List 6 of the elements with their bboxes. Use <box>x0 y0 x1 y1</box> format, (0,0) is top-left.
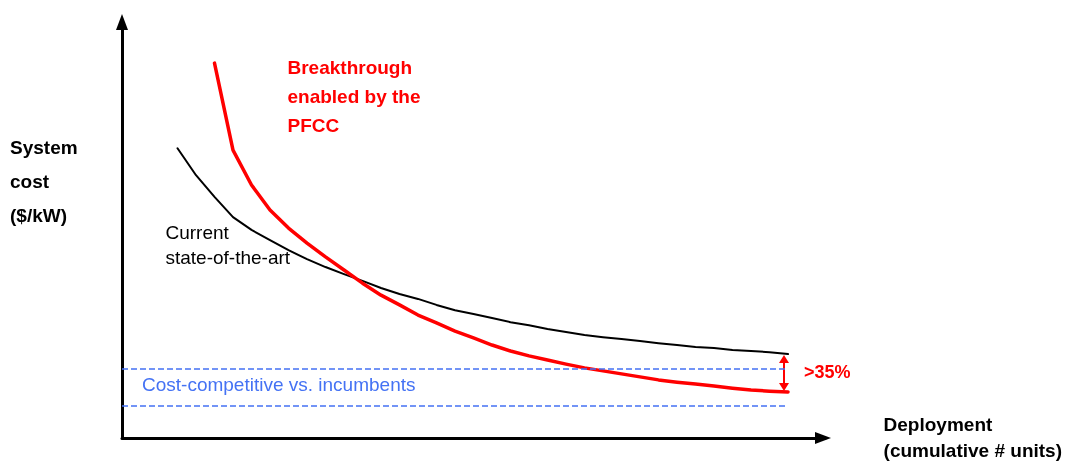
annotation: >35% <box>804 361 851 382</box>
series-label: Current state-of-the-art <box>165 222 291 269</box>
y-axis-title: System cost ($/kW) <box>10 136 78 226</box>
text: Breakthrough enabled by the PFCC <box>287 57 426 137</box>
x-axis-title: Deployment (cumulative # units) <box>883 413 1062 461</box>
ref-line-label: Cost-competitive vs. incumbents <box>142 374 416 396</box>
